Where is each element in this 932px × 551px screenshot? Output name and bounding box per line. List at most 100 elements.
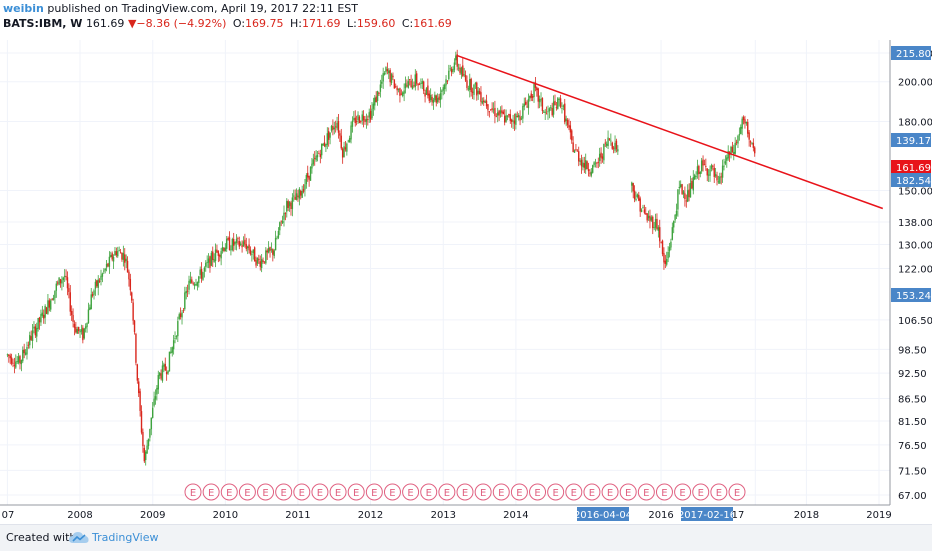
candle-body xyxy=(191,279,193,283)
earnings-marker-icon xyxy=(238,483,256,501)
price-chart[interactable]: E E E E E E E E E E E E E E E E E E E E E E E E E E E E E E E 215.80 20… xyxy=(0,0,932,524)
candle-body xyxy=(175,336,178,338)
earnings-marker-icon xyxy=(184,483,202,501)
candle-body xyxy=(302,189,305,192)
candle-body xyxy=(636,194,639,197)
candle-body xyxy=(104,268,106,271)
symbol-name[interactable]: BATS:IBM, W xyxy=(3,17,83,30)
candle-body xyxy=(647,215,650,219)
earnings-label: E xyxy=(553,488,559,499)
candle-body xyxy=(230,249,232,251)
y-tick-label: 98.50 xyxy=(898,345,927,356)
candle-body xyxy=(82,327,84,341)
candle-body xyxy=(667,251,669,259)
candle-body xyxy=(177,321,179,337)
candle-body xyxy=(193,284,196,286)
candle-body xyxy=(675,210,678,216)
candle-body xyxy=(751,142,753,144)
candle-body xyxy=(523,103,525,107)
candle-body xyxy=(54,290,56,299)
price-badge xyxy=(891,160,931,174)
candle-body xyxy=(524,101,527,105)
candle-body xyxy=(140,411,143,433)
earnings-marker-icon xyxy=(329,483,347,501)
candle-body xyxy=(72,314,74,322)
candle-body xyxy=(388,70,390,74)
candle-body xyxy=(210,252,213,266)
candle-body xyxy=(749,141,752,143)
candle-body xyxy=(76,329,78,334)
candle-body xyxy=(386,69,389,72)
candle-body xyxy=(45,307,48,314)
candle-body xyxy=(445,79,447,86)
candle-body xyxy=(555,107,558,109)
candle-body xyxy=(490,109,492,111)
candle-body xyxy=(233,238,235,246)
candle-body xyxy=(501,110,503,113)
candle-body xyxy=(372,103,375,109)
candle-body xyxy=(537,88,539,102)
candle-body xyxy=(318,153,320,155)
candle-body xyxy=(559,98,562,107)
candle-body xyxy=(737,135,739,144)
candle-body xyxy=(742,117,745,121)
candle-body xyxy=(643,209,646,213)
open-value: 169.75 xyxy=(245,17,284,30)
candle-body xyxy=(598,153,601,161)
tradingview-brand[interactable]: TradingView xyxy=(92,531,159,544)
author-link[interactable]: weibin xyxy=(3,2,44,15)
candle-body xyxy=(550,107,552,109)
candle-body xyxy=(6,354,9,356)
earnings-label: E xyxy=(407,488,413,499)
candle-body xyxy=(407,81,410,88)
x-tick-label: 17 xyxy=(732,510,745,521)
candle-body xyxy=(242,241,245,246)
candle-body xyxy=(452,69,454,72)
trendline-layer[interactable] xyxy=(456,54,884,210)
candle-body xyxy=(579,160,581,162)
candle-body xyxy=(471,91,474,93)
candle-body xyxy=(498,110,500,116)
candle-body xyxy=(156,387,158,395)
tradingview-cloud-icon[interactable] xyxy=(68,530,90,546)
y-tick-label: 86.50 xyxy=(898,394,927,405)
candle-body xyxy=(164,363,166,371)
candle-body xyxy=(181,312,183,318)
price-axis[interactable]: 215.80 200.00 180.00 150.00 138.00 130.00 122.… xyxy=(891,46,932,502)
candle-body xyxy=(469,79,471,90)
candle-body xyxy=(358,116,361,123)
candle-body xyxy=(427,85,429,96)
candle-body xyxy=(631,182,633,186)
candle-body xyxy=(483,100,485,103)
earnings-label: E xyxy=(208,488,214,499)
earnings-label: E xyxy=(607,488,613,499)
candle-body xyxy=(326,133,328,145)
candle-body xyxy=(693,175,696,180)
earnings-label: E xyxy=(281,488,287,499)
footer-bar: Created with TradingView xyxy=(0,524,932,551)
candle-body xyxy=(660,241,662,243)
candle-body xyxy=(90,294,92,310)
candle-body xyxy=(610,140,612,142)
candle-body xyxy=(30,336,32,340)
candle-body xyxy=(246,246,249,249)
candle-body xyxy=(224,247,227,252)
x-tick-label: 2016-04-04 xyxy=(574,510,632,521)
candle-body xyxy=(650,217,653,221)
candle-body xyxy=(723,165,725,167)
candle-body xyxy=(316,155,319,158)
close-label: C: xyxy=(401,17,414,30)
candle-body xyxy=(195,283,197,285)
candle-body xyxy=(105,263,108,268)
candle-body xyxy=(69,292,71,312)
candle-body xyxy=(513,120,516,124)
candle-body xyxy=(40,314,42,323)
candle-body xyxy=(38,317,41,323)
candle-body xyxy=(589,172,591,174)
candle-body xyxy=(256,257,259,264)
candle-body xyxy=(509,114,511,121)
time-axis[interactable]: 07 2008 2009 2010 2011 2012 2013 2014 2016-04-04… xyxy=(2,507,892,521)
candle-body xyxy=(692,177,694,191)
candle-body xyxy=(431,96,433,102)
